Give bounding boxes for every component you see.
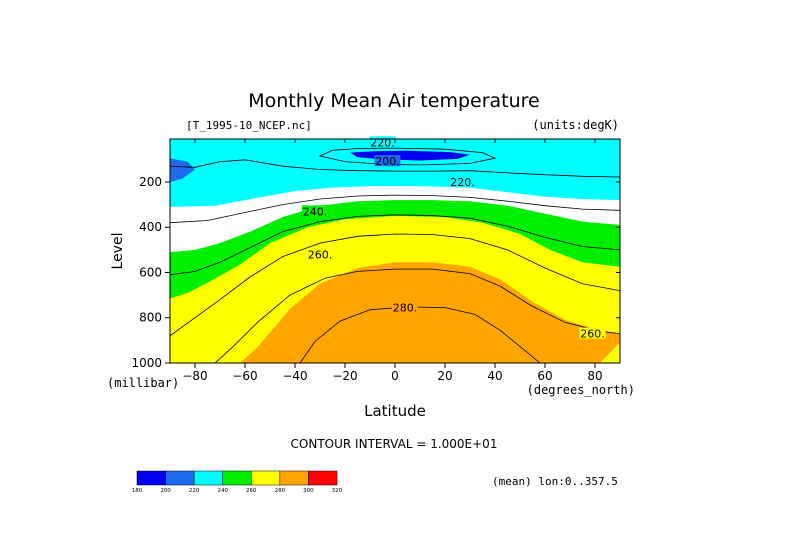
- contour-label-bg-3: [302, 205, 328, 217]
- colorbar-label-1: 200: [160, 488, 171, 494]
- colorbar-swatch-6: [308, 470, 338, 486]
- y-tick-label-1: 400: [139, 220, 162, 234]
- colorbar: 180 200 220 240 260 280 300 320: [132, 470, 343, 494]
- x-unit-label: (degrees_north): [527, 383, 635, 397]
- contour-interval-text: CONTOUR INTERVAL = 1.000E+01: [291, 437, 498, 451]
- contour-label-bg-4: [307, 248, 333, 260]
- units-label: (units:degK): [532, 118, 619, 132]
- contour-label-6: 260.: [580, 328, 605, 341]
- contour-label-1: 200.: [375, 155, 400, 168]
- contour-label-3: 240.: [303, 205, 328, 218]
- x-tick-label-0: −80: [182, 369, 207, 383]
- x-axis-label: Latitude: [364, 402, 426, 420]
- chart-title: Monthly Mean Air temperature: [248, 90, 539, 112]
- colorbar-swatch-1: [165, 470, 195, 486]
- contour-label-bg-0: [369, 136, 396, 148]
- contour-line-4: [170, 233, 620, 337]
- contour-line-2: [170, 194, 620, 224]
- filled-region-6: [170, 158, 195, 182]
- colorbar-label-6: 300: [303, 488, 314, 494]
- contour-lines: [170, 147, 620, 363]
- plot-area: 220. 200. 220. 240. 260. 280. 260.: [169, 136, 621, 364]
- contour-label-0: 220.: [370, 136, 395, 149]
- x-tick-label-5: 20: [437, 369, 452, 383]
- colorbar-label-2: 220: [189, 488, 200, 494]
- contour-label-4: 260.: [308, 248, 333, 261]
- filled-region-1: [170, 139, 620, 207]
- x-tick-label-6: 40: [487, 369, 502, 383]
- contour-label-2: 220.: [450, 176, 475, 189]
- filled-region-9: [580, 171, 600, 173]
- colorbar-label-3: 240: [217, 488, 228, 494]
- colorbar-label-7: 320: [332, 488, 343, 494]
- contour-line-0: [170, 159, 620, 178]
- y-tick-label-2: 600: [139, 265, 162, 279]
- y-tick-label-0: 200: [139, 175, 162, 189]
- x-tick-label-2: −40: [282, 369, 307, 383]
- contour-line-6: [299, 306, 541, 363]
- x-tick-label-8: 80: [587, 369, 602, 383]
- filled-regions: [170, 139, 620, 363]
- x-tick-label-4: 0: [391, 369, 399, 383]
- x-tick-label-7: 60: [537, 369, 552, 383]
- x-tick-label-1: −60: [232, 369, 257, 383]
- mean-note: (mean) lon:0..357.5: [492, 475, 618, 488]
- y-tick-label-3: 800: [139, 311, 162, 325]
- colorbar-label-5: 280: [275, 488, 286, 494]
- colorbar-swatch-5: [279, 470, 309, 486]
- colorbar-swatch-2: [193, 470, 223, 486]
- contour-line-5: [214, 268, 620, 363]
- filled-region-8: [600, 342, 620, 363]
- y-tick-label-4: 1000: [131, 356, 162, 370]
- contour-label-bg-6: [579, 327, 606, 339]
- contour-labels: 220. 200. 220. 240. 260. 280. 260.: [302, 136, 606, 341]
- colorbar-label-4: 260: [246, 488, 257, 494]
- colorbar-swatch-3: [222, 470, 252, 486]
- contour-line-1: [318, 147, 497, 166]
- contour-line-3: [170, 214, 620, 276]
- y-axis-label: Level: [110, 233, 126, 270]
- y-axis-ticks: 200 400 600 800 1000: [131, 175, 620, 370]
- contour-label-bg-5: [392, 301, 418, 313]
- y-unit-label: (millibar): [107, 376, 179, 390]
- contour-label-bg-1: [374, 155, 401, 167]
- colorbar-label-0: 180: [132, 488, 143, 494]
- filled-region-5: [300, 306, 540, 363]
- file-label: [T_1995-10_NCEP.nc]: [186, 119, 312, 132]
- contour-label-bg-2: [449, 175, 476, 187]
- colorbar-swatch-0: [136, 470, 166, 486]
- contour-label-5: 280.: [393, 302, 418, 315]
- x-axis-ticks: −80 −60 −40 −20 0 20 40 60 80: [182, 139, 603, 383]
- colorbar-swatch-4: [251, 470, 281, 486]
- x-tick-label-3: −20: [332, 369, 357, 383]
